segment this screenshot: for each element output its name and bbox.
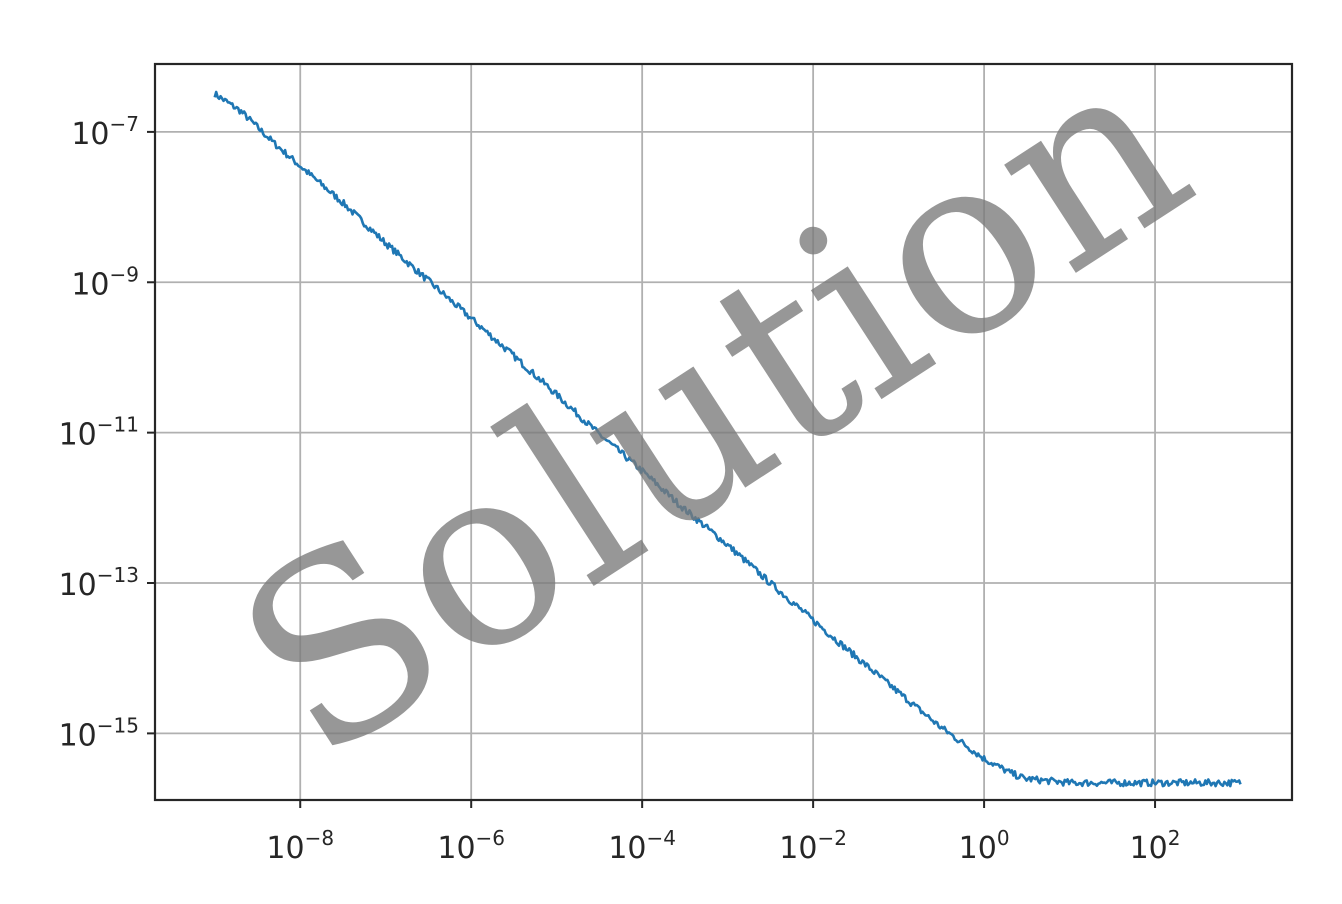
series-line	[213, 90, 1242, 788]
x-tick-label: 10−6	[437, 826, 505, 866]
y-tick-label: 10−11	[59, 413, 139, 453]
y-tick-label: 10−15	[59, 713, 139, 753]
x-axis-ticks: 10−8 10−6 10−4 10−2 100 102	[266, 800, 1181, 866]
y-tick-label: 10−7	[71, 112, 139, 152]
x-tick-label: 100	[959, 826, 1010, 866]
y-tick-label: 10−9	[71, 262, 139, 302]
y-axis-ticks: 10−7 10−9 10−11 10−13 10−15	[59, 112, 155, 753]
x-tick-label: 10−4	[608, 826, 676, 866]
x-tick-label: 10−8	[266, 826, 334, 866]
x-tick-label: 10−2	[779, 826, 847, 866]
x-tick-label: 102	[1130, 826, 1181, 866]
watermark-text: Solution	[191, 0, 1234, 815]
grid-lines	[155, 64, 1292, 800]
series-line-group	[213, 90, 1242, 788]
y-tick-label: 10−13	[59, 563, 139, 603]
